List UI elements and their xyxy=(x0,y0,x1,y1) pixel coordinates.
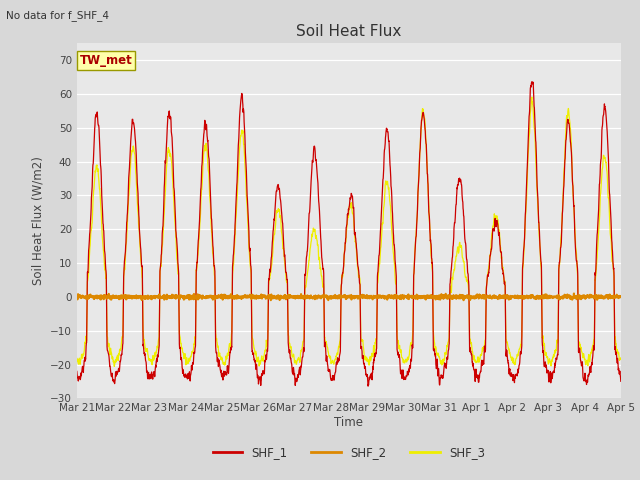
Y-axis label: Soil Heat Flux (W/m2): Soil Heat Flux (W/m2) xyxy=(31,156,45,285)
X-axis label: Time: Time xyxy=(334,416,364,429)
Legend: SHF_1, SHF_2, SHF_3: SHF_1, SHF_2, SHF_3 xyxy=(208,441,490,464)
Text: TW_met: TW_met xyxy=(79,54,132,67)
Title: Soil Heat Flux: Soil Heat Flux xyxy=(296,24,401,39)
Text: No data for f_SHF_4: No data for f_SHF_4 xyxy=(6,10,109,21)
